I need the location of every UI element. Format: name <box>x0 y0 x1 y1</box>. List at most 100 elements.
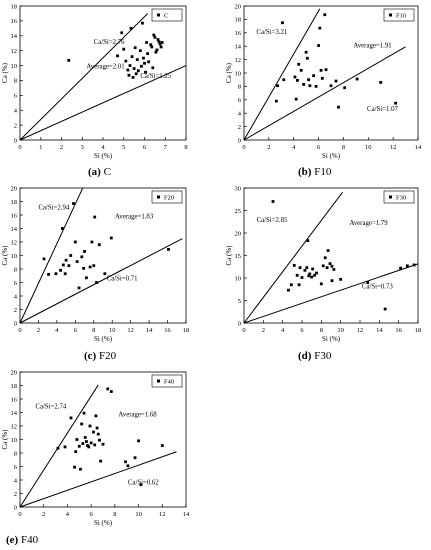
y-tick-label: 2 <box>14 307 17 314</box>
lower-ratio-line <box>19 451 177 508</box>
x-tick-label: 8 <box>342 144 345 151</box>
figure-caption-f20: (c) F20 <box>84 350 116 362</box>
scatter-panel-f10: 0 2 4 6 8 10 12 14 0 2 4 6 8 10 12 14 16 18 20 Si (%) Ca (%)… <box>220 0 431 182</box>
y-tick-label: 30 <box>235 185 242 192</box>
y-tick-label: 14 <box>11 226 18 233</box>
data-point <box>116 54 119 58</box>
y-tick-label: 2 <box>14 491 17 498</box>
data-point <box>158 42 162 46</box>
data-point <box>141 21 144 25</box>
y-tick-label: 12 <box>235 57 242 64</box>
data-point <box>83 250 86 253</box>
y-tick-label: 14 <box>11 410 18 417</box>
y-axis-label: Ca (%) <box>225 62 233 83</box>
data-point <box>324 68 328 72</box>
data-point <box>120 31 124 35</box>
annotation-label: Ca/Si=2.74 <box>35 403 66 410</box>
x-tick-label: 0 <box>18 511 21 518</box>
data-point <box>155 48 159 52</box>
data-point <box>306 239 310 243</box>
data-point <box>139 64 143 68</box>
data-point <box>128 64 132 67</box>
x-tick-label: 4 <box>292 144 296 151</box>
data-point <box>74 450 78 454</box>
plot-frame <box>19 371 187 508</box>
data-point <box>93 443 97 447</box>
y-tick-label: 6 <box>14 280 18 287</box>
data-point <box>96 432 100 436</box>
x-axis-label: Si (%) <box>94 335 113 343</box>
data-point <box>85 440 88 443</box>
y-tick-label: 15 <box>235 253 242 260</box>
y-tick-label: 20 <box>11 369 18 376</box>
data-point <box>139 483 143 487</box>
caption-text-f10: F10 <box>314 166 332 178</box>
data-point <box>292 264 296 267</box>
data-point <box>159 45 163 49</box>
y-tick-label: 0 <box>238 320 241 327</box>
caption-id-f10: (b) <box>298 166 312 178</box>
data-point <box>77 286 81 290</box>
data-point <box>147 60 151 64</box>
y-tick-label: 10 <box>235 70 242 77</box>
y-tick-label: 20 <box>235 3 242 10</box>
x-tick-label: 6 <box>74 327 78 334</box>
data-point <box>126 68 130 72</box>
data-point <box>103 272 107 276</box>
y-tick-label: 4 <box>14 293 18 300</box>
data-point <box>330 264 334 268</box>
data-point <box>160 444 164 447</box>
x-tick-label: 7 <box>164 144 168 151</box>
x-tick-label: 6 <box>317 144 321 151</box>
data-point <box>136 69 140 73</box>
data-point <box>160 41 164 44</box>
data-point <box>287 288 290 292</box>
lower-ratio-line <box>243 263 419 324</box>
plot-frame <box>243 5 419 141</box>
data-point <box>124 59 128 63</box>
y-tick-label: 4 <box>14 477 18 484</box>
caption-id-f40: (e) <box>6 534 19 546</box>
x-tick-label: 0 <box>242 327 245 334</box>
chart-svg-f30: 0 2 4 6 8 10 12 14 16 18 0 5 10 15 20 25 30 Si (%) Ca (%) C… <box>225 185 421 343</box>
data-point <box>149 43 153 47</box>
x-tick-label: 8 <box>320 327 323 334</box>
scatter-panel-f20: 0 2 4 6 8 10 12 14 16 18 0 2 4 6 8 10 12 14 16 18 20 Si (%) Ca… <box>0 182 205 367</box>
data-point <box>167 248 170 251</box>
data-point <box>323 13 327 17</box>
data-point <box>312 74 315 78</box>
scatter-panel-f40: 0 2 4 6 8 10 12 14 0 2 4 6 8 10 12 14 16 18 20 Si (%) Ca (%)… <box>0 367 205 550</box>
data-point <box>325 266 329 270</box>
y-tick-label: 14 <box>11 33 18 40</box>
x-tick-label: 4 <box>101 144 105 151</box>
x-tick-label: 6 <box>90 511 94 518</box>
data-point <box>399 266 402 270</box>
x-tick-label: 6 <box>300 327 304 334</box>
y-axis-label: Ca (%) <box>1 245 9 266</box>
data-point <box>412 263 416 267</box>
data-point <box>295 273 299 277</box>
data-point <box>320 76 324 80</box>
annotation-label: Average=1.83 <box>115 213 154 220</box>
data-point <box>61 227 64 230</box>
data-point <box>334 79 338 83</box>
figure-caption-c: (a) C <box>88 166 111 178</box>
data-point <box>271 200 275 203</box>
legend-box <box>383 8 415 22</box>
y-tick-label: 8 <box>14 266 17 273</box>
data-point <box>122 47 126 51</box>
data-point <box>297 62 301 66</box>
data-point <box>304 50 308 54</box>
data-point <box>47 273 50 276</box>
data-point <box>92 264 96 268</box>
y-tick-label: 16 <box>11 212 18 219</box>
legend-label: F10 <box>396 12 406 19</box>
y-tick-label: 25 <box>235 208 242 215</box>
data-point <box>89 441 93 445</box>
caption-id-f30: (d) <box>298 350 312 362</box>
chart-svg-f20: 0 2 4 6 8 10 12 14 16 18 0 2 4 6 8 10 12 14 16 18 20 Si (%) Ca… <box>1 185 189 343</box>
lower-ratio-line <box>243 46 406 141</box>
lower-ratio-line <box>19 65 187 141</box>
x-tick-label: 16 <box>164 327 171 334</box>
x-axis-label: Si (%) <box>322 335 341 343</box>
